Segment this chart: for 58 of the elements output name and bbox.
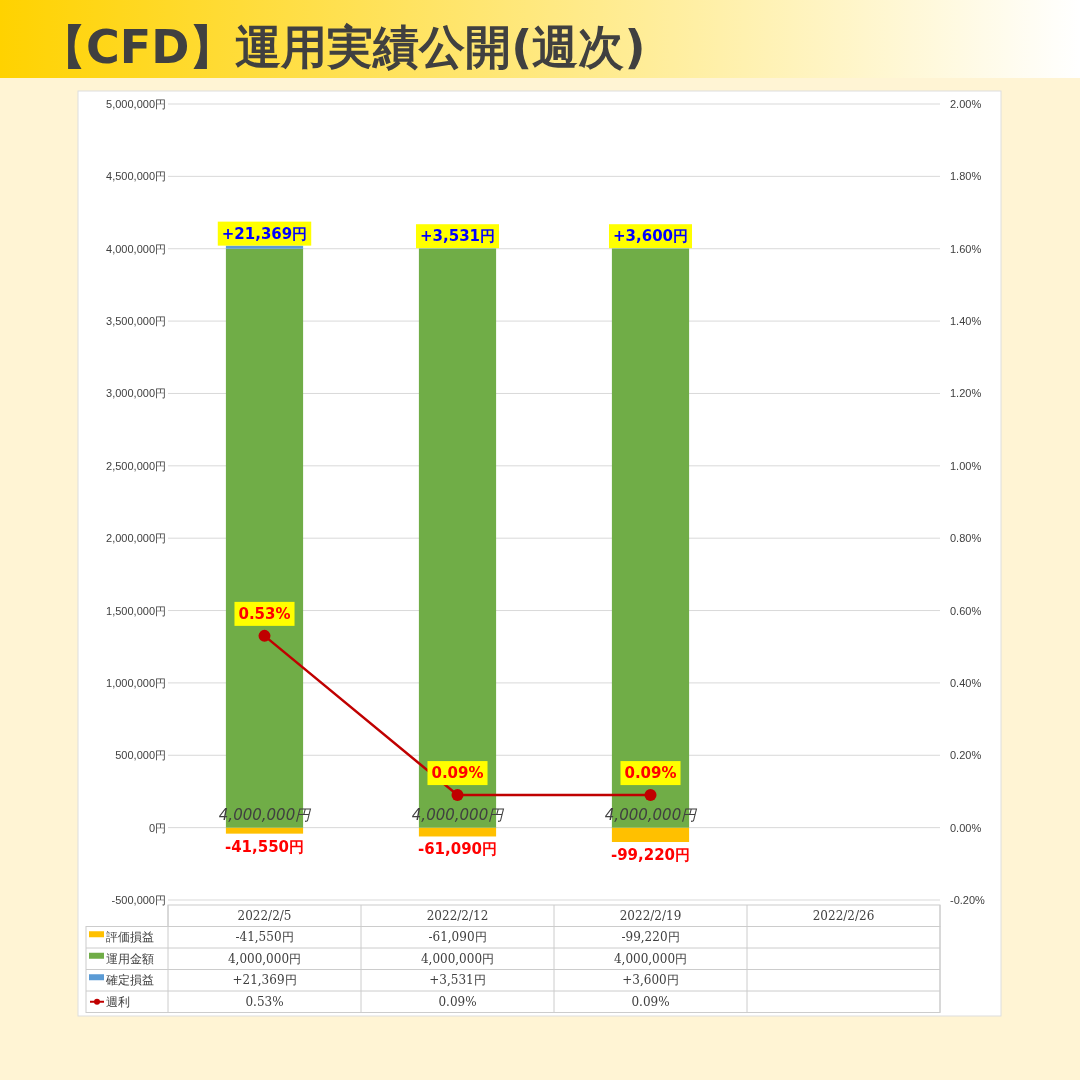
y-tick-label: 3,500,000円	[106, 315, 166, 328]
text: +3,531円	[419, 227, 496, 246]
y-tick-label: 2,500,000円	[106, 459, 166, 472]
x-tick-label: 2022/2/12	[426, 908, 489, 923]
y2-tick-label: -0.20%	[950, 894, 986, 907]
y2-tick-label: 1.60%	[950, 242, 982, 255]
y-tick-label: 4,500,000円	[106, 170, 166, 183]
y2-tick-label: 0.60%	[950, 604, 982, 617]
chart-title: 【CFD】運用実績公開(週次)	[40, 20, 646, 74]
y-tick-label: 0円	[148, 821, 166, 834]
data-label: -41,550円	[235, 930, 294, 945]
y2-tick-label: 0.00%	[950, 821, 982, 834]
y2-tick-label: 0.80%	[950, 532, 982, 545]
x-tick-label: 2022/2/19	[619, 908, 682, 923]
x-tick-label: 2022/2/26	[812, 908, 875, 923]
legend-label: 週利	[106, 994, 130, 1009]
y-tick-label: 2,000,000円	[106, 532, 166, 545]
legend-label: 運用金額	[106, 951, 154, 966]
y-tick-label: 1,000,000円	[106, 676, 166, 689]
data-label: 0.09%	[631, 994, 670, 1009]
text: 0.53%	[238, 604, 291, 623]
data-label: 0.09%	[438, 994, 477, 1009]
bar	[225, 827, 304, 834]
y2-tick-label: 0.40%	[950, 676, 982, 689]
data-label: 0.53%	[245, 994, 284, 1009]
y-tick-label: 1,500,000円	[106, 604, 166, 617]
y-tick-label: 3,000,000円	[106, 387, 166, 400]
y2-tick-label: 1.20%	[950, 387, 982, 400]
y2-tick-label: 1.00%	[950, 459, 982, 472]
legend-label: 確定損益	[105, 973, 154, 988]
text: -61,090円	[417, 840, 498, 859]
data-label: +3,600円	[622, 973, 679, 988]
y-tick-label: 4,000,000円	[106, 242, 166, 255]
data-label: +3,531円	[429, 973, 486, 988]
text: 0.09%	[624, 764, 677, 783]
data-label: -61,090円	[428, 930, 487, 945]
text: -41,550円	[224, 837, 305, 856]
data-label: 4,000,000円	[227, 951, 302, 966]
y-tick-label: 5,000,000円	[106, 98, 166, 111]
y2-tick-label: 1.40%	[950, 315, 982, 328]
bar	[611, 827, 690, 842]
data-label: 4,000,000円	[420, 951, 495, 966]
bar	[225, 245, 304, 249]
data-label: +21,369円	[232, 973, 297, 988]
y2-tick-label: 0.20%	[950, 749, 982, 762]
y-tick-label: -500,000円	[111, 894, 166, 907]
bar	[418, 827, 497, 837]
y-tick-label: 500,000円	[115, 749, 166, 762]
text: +3,600円	[612, 227, 689, 246]
x-tick-label: 2022/2/5	[237, 908, 292, 923]
y2-tick-label: 2.00%	[950, 98, 982, 111]
text: 0.09%	[431, 764, 484, 783]
legend-label: 評価損益	[106, 930, 154, 945]
text: +21,369円	[221, 224, 308, 243]
text: -99,220円	[610, 846, 691, 864]
data-label: -99,220円	[621, 930, 680, 945]
y2-tick-label: 1.80%	[950, 170, 982, 183]
data-label: 4,000,000円	[613, 951, 688, 966]
